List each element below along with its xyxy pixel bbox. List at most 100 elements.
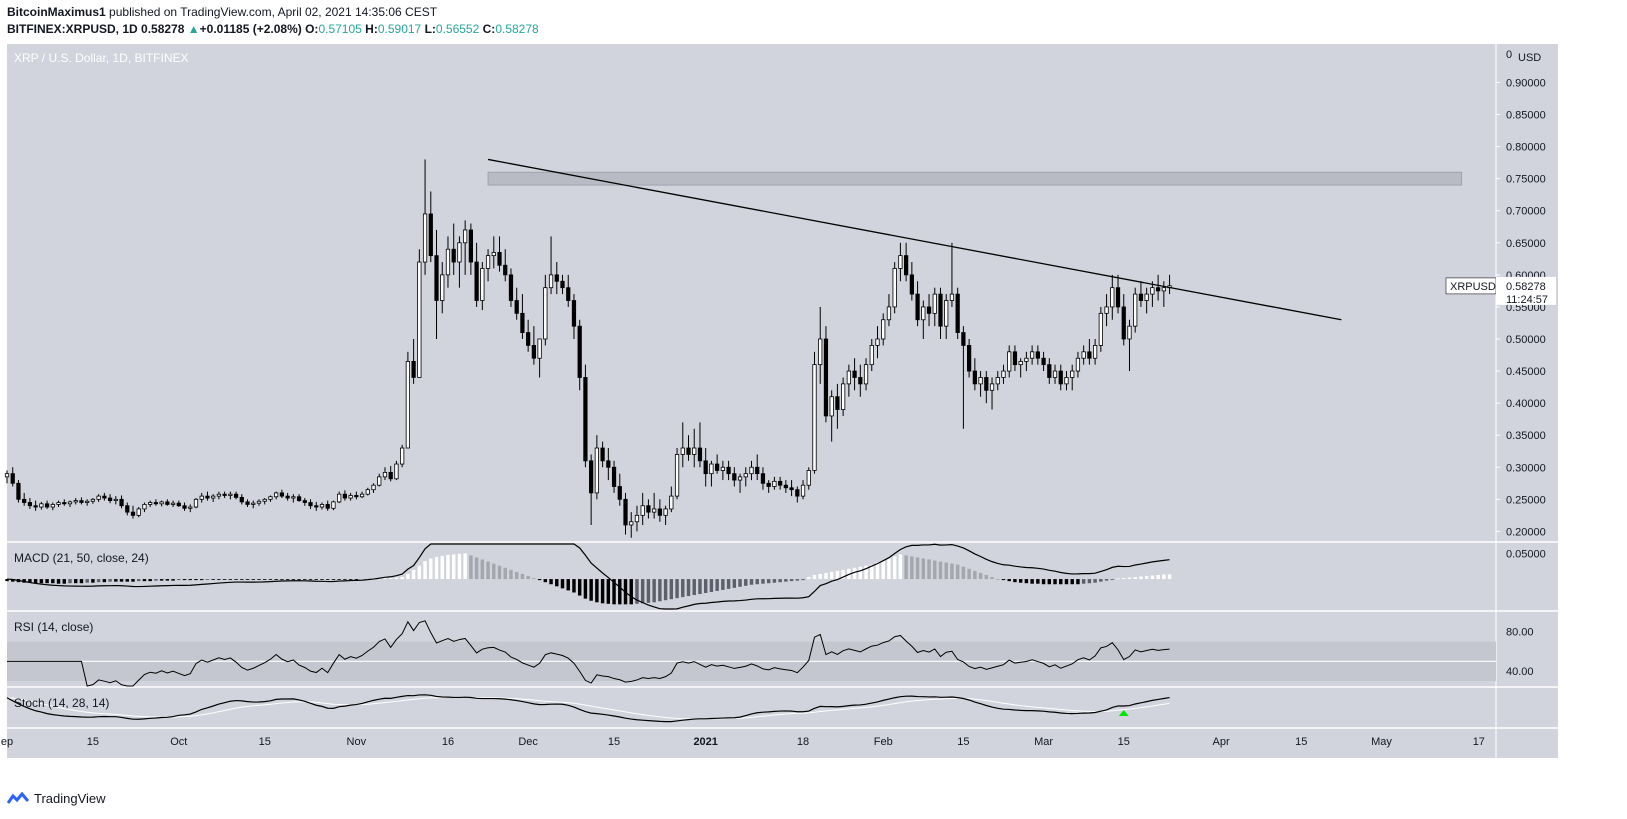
candle-body-up (274, 492, 279, 498)
candle-body-up (548, 274, 554, 289)
candle (571, 294, 577, 339)
candle-body-down (852, 370, 857, 378)
candle-body-up (90, 498, 96, 502)
candle-body-down (835, 396, 840, 410)
macd-histogram-bar (595, 579, 599, 603)
candle-body-up (841, 383, 846, 410)
candle-body-down (657, 508, 662, 516)
macd-histogram-bar (331, 579, 336, 580)
symbol-line[interactable]: BITFINEX:XRPUSD, 1D (7, 22, 138, 36)
candle-body-down (325, 504, 330, 509)
author-name[interactable]: BitcoinMaximus1 (7, 5, 106, 19)
candle (16, 480, 21, 503)
last-price-text: 0.58278 (1506, 281, 1546, 293)
macd-histogram-bar (62, 579, 66, 584)
candle (10, 467, 15, 487)
candle-body-down (1058, 370, 1063, 385)
macd-histogram-bar (1133, 577, 1137, 580)
candle (686, 435, 691, 461)
macd-histogram-bar (388, 578, 393, 580)
macd-histogram-bar (801, 579, 805, 581)
candle (176, 500, 181, 508)
candle (428, 191, 433, 263)
macd-histogram-bar (33, 579, 38, 584)
macd-histogram-bar (721, 579, 725, 590)
macd-histogram-bar (240, 579, 244, 580)
candle (835, 383, 840, 429)
candle (543, 274, 548, 346)
ohlc-header: BITFINEX:XRPUSD, 1D 0.58278 ▲+0.01185 (+… (7, 22, 539, 36)
macd-histogram-bar (1127, 577, 1132, 580)
candle (1081, 345, 1086, 365)
candle (1138, 281, 1144, 307)
candle (1133, 287, 1138, 333)
candle-body-up (800, 484, 806, 497)
candle-body-up (886, 306, 892, 321)
macd-histogram-bar (1070, 579, 1074, 585)
macd-histogram-bar (79, 579, 84, 584)
candle-body-down (468, 229, 473, 263)
candle-body-up (932, 293, 937, 314)
candle-body-down (703, 460, 708, 475)
candle (967, 338, 972, 378)
macd-histogram-bar (280, 579, 284, 580)
price-tick-label: 0.75000 (1506, 174, 1546, 186)
candle (863, 358, 869, 391)
macd-histogram-bar (228, 579, 233, 580)
macd-histogram-bar (74, 579, 78, 584)
macd-histogram-bar (1122, 578, 1126, 580)
macd-histogram-bar (251, 579, 255, 580)
candle-body-up (818, 338, 823, 366)
candle (921, 300, 926, 339)
time-tick-label: Nov (347, 736, 367, 748)
candle (669, 486, 674, 513)
macd-histogram-bar (291, 579, 296, 580)
macd-histogram-bar (761, 579, 765, 584)
candle (829, 390, 834, 442)
candle-body-down (778, 480, 783, 486)
candle-body-up (251, 502, 256, 505)
price-tick-label: 0.65000 (1506, 238, 1546, 250)
candle-body-up (1030, 351, 1035, 359)
tradingview-footer[interactable]: TradingView (7, 791, 106, 806)
candle-body-up (228, 493, 233, 496)
macd-histogram-bar (177, 579, 181, 581)
candle-body-down (600, 447, 605, 462)
candle (972, 358, 977, 391)
macd-histogram-bar (354, 579, 359, 580)
low-value: 0.56552 (435, 22, 480, 36)
candle-body-up (394, 463, 399, 480)
candle-body-up (377, 476, 382, 486)
macd-histogram-bar (675, 579, 679, 599)
candle-body-up (537, 338, 542, 359)
macd-line (6, 543, 1170, 610)
descending-trendline[interactable] (487, 158, 1342, 321)
candle (325, 500, 330, 511)
macd-histogram-bar (973, 570, 977, 580)
macd-histogram-bar (91, 579, 95, 583)
macd-histogram-bar (211, 579, 215, 580)
candle-body-up (365, 489, 370, 495)
macd-histogram-bar (377, 578, 381, 580)
macd-histogram-bar (961, 566, 966, 580)
candle-body-up (256, 500, 262, 504)
candle-body-up (1018, 361, 1023, 366)
candle (800, 480, 806, 500)
candle (909, 262, 914, 301)
candle (268, 495, 273, 502)
candle (749, 460, 754, 481)
macd-histogram-bar (841, 569, 845, 580)
candle (119, 495, 124, 509)
candle-body-down (577, 325, 582, 378)
candle-body-down (233, 493, 239, 498)
resistance-zone[interactable] (487, 171, 1463, 186)
close-value: 0.58278 (495, 22, 539, 36)
candle-body-up (921, 306, 926, 321)
candle (440, 262, 445, 314)
candle-body-up (640, 505, 645, 516)
macd-histogram-bar (108, 579, 112, 582)
candle (743, 467, 748, 487)
candle-body-down (795, 489, 800, 497)
candle (852, 358, 857, 391)
